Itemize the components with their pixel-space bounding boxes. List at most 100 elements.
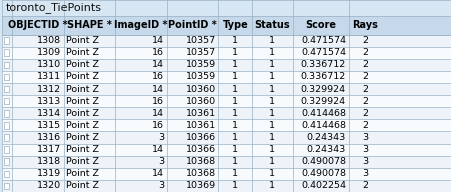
Text: 1: 1 xyxy=(232,84,238,94)
Bar xyxy=(2,59,451,71)
Bar xyxy=(4,122,9,129)
Text: 3: 3 xyxy=(363,157,368,166)
Text: 0.490078: 0.490078 xyxy=(301,157,346,166)
Bar xyxy=(2,119,451,132)
Text: 1: 1 xyxy=(232,97,238,106)
Text: 1317: 1317 xyxy=(37,145,61,154)
Text: 16: 16 xyxy=(152,97,164,106)
Text: 1314: 1314 xyxy=(37,109,61,118)
Text: 1: 1 xyxy=(269,133,275,142)
Text: 10366: 10366 xyxy=(186,145,216,154)
Text: 1320: 1320 xyxy=(37,181,61,190)
Bar xyxy=(2,83,451,95)
Text: 2: 2 xyxy=(363,48,368,57)
Text: 1313: 1313 xyxy=(37,97,61,106)
Bar xyxy=(2,180,451,192)
Bar xyxy=(4,158,9,165)
Text: 1: 1 xyxy=(232,145,238,154)
Text: 1311: 1311 xyxy=(37,72,61,81)
Text: 1: 1 xyxy=(269,169,275,178)
Text: 10359: 10359 xyxy=(186,60,216,69)
Text: 1: 1 xyxy=(269,36,275,45)
Text: 1: 1 xyxy=(232,121,238,130)
Text: 3: 3 xyxy=(158,157,164,166)
Text: 2: 2 xyxy=(363,84,368,94)
Text: 1: 1 xyxy=(269,121,275,130)
Text: 14: 14 xyxy=(152,36,164,45)
Text: 1309: 1309 xyxy=(37,48,61,57)
Text: ImageID *: ImageID * xyxy=(114,20,168,30)
Text: 1: 1 xyxy=(269,97,275,106)
Text: 0.414468: 0.414468 xyxy=(301,109,346,118)
Text: 0.24343: 0.24343 xyxy=(307,145,346,154)
Text: Point Z: Point Z xyxy=(66,60,99,69)
Text: Rays: Rays xyxy=(353,20,378,30)
Text: 1315: 1315 xyxy=(37,121,61,130)
Text: 0.336712: 0.336712 xyxy=(301,72,346,81)
Text: Point Z: Point Z xyxy=(66,157,99,166)
Bar xyxy=(2,144,451,156)
Text: 2: 2 xyxy=(363,60,368,69)
Text: Point Z: Point Z xyxy=(66,133,99,142)
Text: 3: 3 xyxy=(363,169,368,178)
Bar xyxy=(4,98,9,104)
Bar xyxy=(2,0,451,16)
Text: 1310: 1310 xyxy=(37,60,61,69)
Text: 10368: 10368 xyxy=(186,169,216,178)
Text: PointID *: PointID * xyxy=(168,20,217,30)
Text: 1: 1 xyxy=(232,48,238,57)
Text: 2: 2 xyxy=(363,97,368,106)
Text: Point Z: Point Z xyxy=(66,181,99,190)
Text: 1312: 1312 xyxy=(37,84,61,94)
Bar xyxy=(4,110,9,117)
Text: SHAPE *: SHAPE * xyxy=(67,20,112,30)
Bar xyxy=(4,86,9,92)
Text: 2: 2 xyxy=(363,36,368,45)
Text: 14: 14 xyxy=(152,84,164,94)
Bar xyxy=(2,35,451,47)
Bar xyxy=(2,16,451,35)
Text: Status: Status xyxy=(254,20,290,30)
Text: OBJECTID *: OBJECTID * xyxy=(8,20,68,30)
Text: 16: 16 xyxy=(152,72,164,81)
Text: 1: 1 xyxy=(269,145,275,154)
Text: Point Z: Point Z xyxy=(66,121,99,130)
Text: 1: 1 xyxy=(269,48,275,57)
Text: 1: 1 xyxy=(269,181,275,190)
Text: 10360: 10360 xyxy=(186,84,216,94)
Text: 3: 3 xyxy=(158,133,164,142)
Bar xyxy=(2,156,451,168)
Text: 10357: 10357 xyxy=(186,48,216,57)
Text: Point Z: Point Z xyxy=(66,97,99,106)
Text: Type: Type xyxy=(222,20,248,30)
Text: 16: 16 xyxy=(152,121,164,130)
Text: 14: 14 xyxy=(152,145,164,154)
Text: 1319: 1319 xyxy=(37,169,61,178)
Text: 0.329924: 0.329924 xyxy=(301,97,346,106)
Text: 10360: 10360 xyxy=(186,97,216,106)
Text: 0.336712: 0.336712 xyxy=(301,60,346,69)
Bar xyxy=(4,61,9,68)
Text: 10368: 10368 xyxy=(186,157,216,166)
Text: 3: 3 xyxy=(363,145,368,154)
Text: 10361: 10361 xyxy=(186,121,216,130)
Text: 1: 1 xyxy=(232,133,238,142)
Text: 3: 3 xyxy=(363,133,368,142)
Text: 14: 14 xyxy=(152,169,164,178)
Text: 1316: 1316 xyxy=(37,133,61,142)
Text: 1: 1 xyxy=(232,157,238,166)
Bar xyxy=(2,168,451,180)
Text: 10357: 10357 xyxy=(186,36,216,45)
Text: 1: 1 xyxy=(232,60,238,69)
Bar xyxy=(2,107,451,119)
Text: 0.471574: 0.471574 xyxy=(301,48,346,57)
Text: toronto_TiePoints: toronto_TiePoints xyxy=(5,2,101,13)
Text: 0.490078: 0.490078 xyxy=(301,169,346,178)
Text: 0.402254: 0.402254 xyxy=(301,181,346,190)
Bar xyxy=(4,183,9,189)
Bar xyxy=(4,37,9,44)
Text: Point Z: Point Z xyxy=(66,169,99,178)
Bar xyxy=(2,71,451,83)
Bar xyxy=(4,170,9,177)
Text: 1: 1 xyxy=(232,109,238,118)
